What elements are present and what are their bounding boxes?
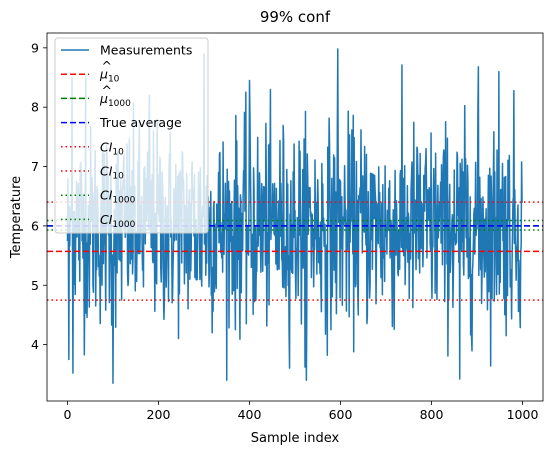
y-tick-label: 8 xyxy=(31,100,39,115)
legend-entry-label: μ10 xyxy=(99,67,120,85)
y-tick-label: 9 xyxy=(31,40,39,55)
measurements-series-line xyxy=(66,48,523,384)
legend-entry-label: True average xyxy=(99,115,182,130)
legend-hat-accent: ^ xyxy=(102,82,112,97)
x-tick-label: 1000 xyxy=(507,407,539,422)
x-axis-label: Sample index xyxy=(251,431,340,446)
y-tick-label: 7 xyxy=(31,159,39,174)
chart-title: 99% conf xyxy=(260,8,331,26)
x-tick-label: 600 xyxy=(329,407,353,422)
legend-entry-label: CI1000 xyxy=(100,212,136,230)
plot-frame xyxy=(46,32,544,402)
y-tick-label: 5 xyxy=(31,278,39,293)
legend-entry-label: CI10 xyxy=(100,164,124,182)
legend-entry-label: CI1000 xyxy=(100,188,136,206)
x-tick-label: 0 xyxy=(64,407,72,422)
legend-entry-label: Measurements xyxy=(100,43,192,58)
y-tick-label: 4 xyxy=(31,337,39,352)
y-axis-label: Temperature xyxy=(9,176,24,259)
x-axis-ticks: 0 200 400 600 800 1000 xyxy=(64,401,539,422)
legend-hat-accent: ^ xyxy=(102,58,112,73)
x-tick-label: 800 xyxy=(420,407,444,422)
legend-frame xyxy=(54,37,209,234)
x-tick-label: 400 xyxy=(238,407,262,422)
legend-entry-label: μ1000 xyxy=(99,91,131,109)
legend-entry-label: CI10 xyxy=(100,139,124,157)
y-tick-label: 6 xyxy=(31,218,39,233)
y-axis-ticks: 4 5 6 7 8 9 xyxy=(31,40,47,352)
x-tick-label: 200 xyxy=(147,407,171,422)
